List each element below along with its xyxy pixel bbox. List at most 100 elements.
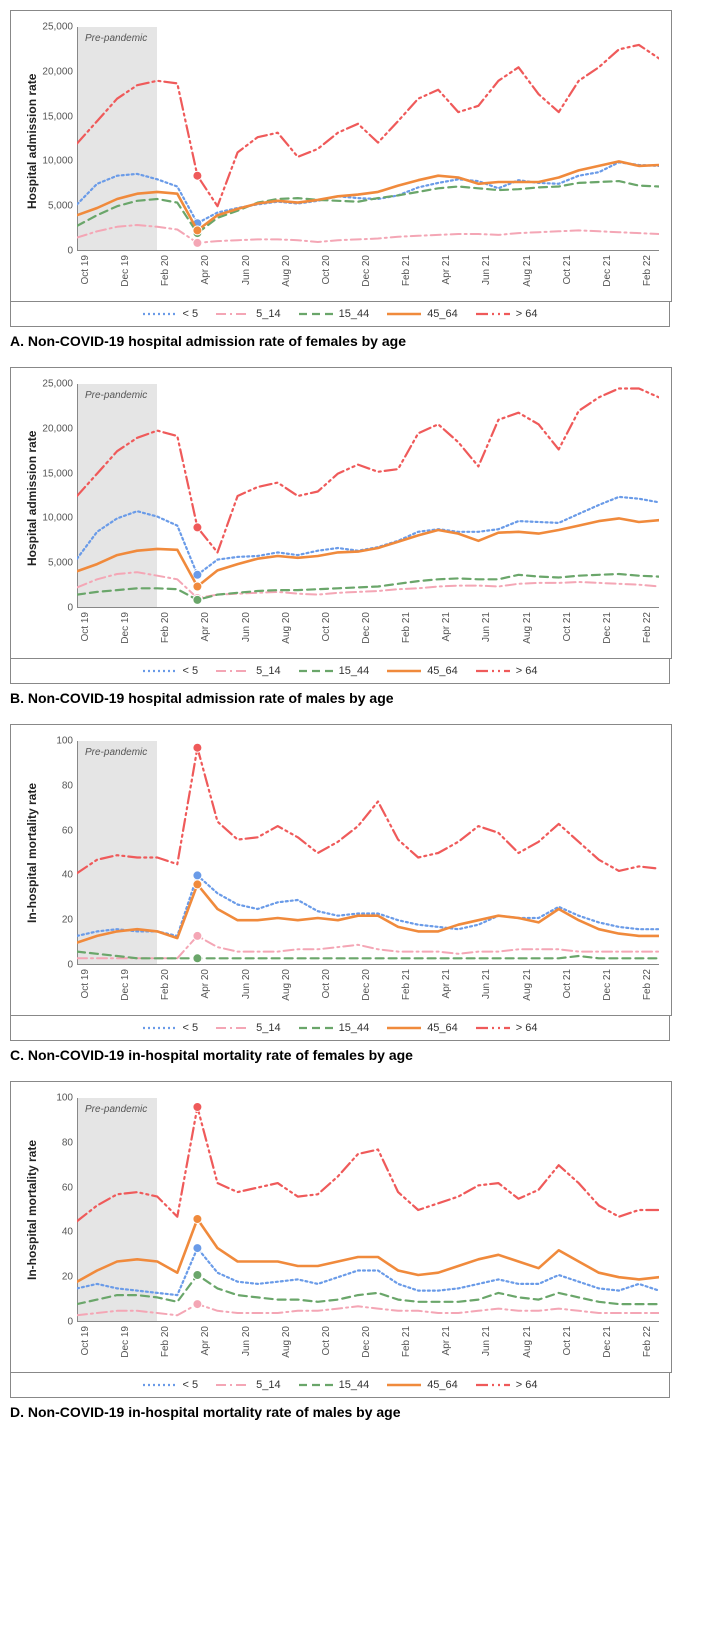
x-tick-label: Oct 21 xyxy=(562,255,573,284)
chart-svg xyxy=(77,384,659,608)
legend-label: 45_64 xyxy=(427,1379,458,1391)
legend-swatch-5_14 xyxy=(216,1023,250,1033)
y-tick-label: 5,000 xyxy=(48,201,73,212)
y-tick-label: 80 xyxy=(62,1137,73,1148)
legend: < 5 5_14 15_44 45_64 > 64 xyxy=(10,1016,670,1041)
legend-label: 45_64 xyxy=(427,308,458,320)
legend-label: 45_64 xyxy=(427,665,458,677)
x-tick-label: Feb 22 xyxy=(642,612,653,643)
x-tick-label: Apr 20 xyxy=(200,1326,211,1355)
x-tick-label: Dec 21 xyxy=(602,612,613,644)
x-tick-label: Aug 21 xyxy=(522,612,533,644)
y-tick-label: 60 xyxy=(62,1182,73,1193)
y-tick-label: 80 xyxy=(62,780,73,791)
series-marker-gt64 xyxy=(193,523,202,532)
x-tick-label: Apr 21 xyxy=(441,1326,452,1355)
x-tick-label: Jun 21 xyxy=(481,255,492,285)
x-tick-label: Jun 20 xyxy=(241,612,252,642)
y-tick-label: 0 xyxy=(67,246,73,257)
legend-label: > 64 xyxy=(516,665,538,677)
x-tick-label: Apr 20 xyxy=(200,612,211,641)
legend-label: 15_44 xyxy=(339,665,370,677)
x-tick-label: Dec 21 xyxy=(602,255,613,287)
x-tick-label: Feb 20 xyxy=(160,1326,171,1357)
chart-caption: B. Non-COVID-19 hospital admission rate … xyxy=(10,690,694,706)
legend-item-gt64: > 64 xyxy=(476,665,538,677)
series-marker-15_44 xyxy=(193,954,202,963)
series-marker-5_14 xyxy=(193,931,202,940)
legend-swatch-gt64 xyxy=(476,1023,510,1033)
x-tick-label: Feb 20 xyxy=(160,255,171,286)
y-tick-label: 0 xyxy=(67,603,73,614)
plot-area: Pre-pandemic05,00010,00015,00020,00025,0… xyxy=(77,27,659,251)
x-tick-label: Oct 21 xyxy=(562,612,573,641)
series-line-lt5 xyxy=(77,875,659,936)
legend-swatch-45_64 xyxy=(387,309,421,319)
legend-swatch-lt5 xyxy=(143,309,177,319)
series-line-15_44 xyxy=(77,952,659,959)
legend-label: < 5 xyxy=(183,1022,199,1034)
x-tick-label: Dec 19 xyxy=(120,1326,131,1358)
series-line-15_44 xyxy=(77,181,659,233)
y-axis-title: In-hospital mortality rate xyxy=(25,783,39,923)
legend-label: > 64 xyxy=(516,1022,538,1034)
legend-item-lt5: < 5 xyxy=(143,665,199,677)
x-tick-label: Dec 21 xyxy=(602,1326,613,1358)
chart-svg xyxy=(77,27,659,251)
y-tick-label: 10,000 xyxy=(42,156,73,167)
x-tick-label: Aug 20 xyxy=(281,255,292,287)
y-tick-label: 40 xyxy=(62,870,73,881)
series-line-45_64 xyxy=(77,1219,659,1282)
legend-item-lt5: < 5 xyxy=(143,1379,199,1391)
legend-item-15_44: 15_44 xyxy=(299,1022,370,1034)
y-tick-label: 25,000 xyxy=(42,22,73,33)
x-tick-label: Apr 21 xyxy=(441,969,452,998)
series-line-gt64 xyxy=(77,45,659,206)
legend-item-lt5: < 5 xyxy=(143,1022,199,1034)
chart-panel-A: Hospital admission ratePre-pandemic05,00… xyxy=(10,10,694,349)
legend-label: 5_14 xyxy=(256,665,280,677)
legend-label: < 5 xyxy=(183,665,199,677)
legend-label: 45_64 xyxy=(427,1022,458,1034)
series-line-lt5 xyxy=(77,497,659,575)
x-tick-label: Oct 20 xyxy=(321,1326,332,1355)
x-tick-label: Oct 21 xyxy=(562,1326,573,1355)
legend-item-45_64: 45_64 xyxy=(387,1379,458,1391)
legend-swatch-gt64 xyxy=(476,309,510,319)
y-axis-title: Hospital admission rate xyxy=(25,431,39,566)
legend-label: < 5 xyxy=(183,308,199,320)
legend-label: 5_14 xyxy=(256,308,280,320)
x-tick-label: Aug 21 xyxy=(522,1326,533,1358)
chart-caption: D. Non-COVID-19 in-hospital mortality ra… xyxy=(10,1404,694,1420)
x-tick-label: Feb 22 xyxy=(642,1326,653,1357)
x-tick-label: Oct 20 xyxy=(321,612,332,641)
legend-label: > 64 xyxy=(516,1379,538,1391)
x-tick-label: Aug 20 xyxy=(281,612,292,644)
legend-item-5_14: 5_14 xyxy=(216,308,280,320)
x-tick-label: Feb 22 xyxy=(642,969,653,1000)
x-tick-label: Dec 20 xyxy=(361,612,372,644)
x-tick-label: Feb 20 xyxy=(160,969,171,1000)
legend-item-15_44: 15_44 xyxy=(299,308,370,320)
x-tick-label: Feb 21 xyxy=(401,612,412,643)
legend-swatch-15_44 xyxy=(299,666,333,676)
legend-item-lt5: < 5 xyxy=(143,308,199,320)
y-tick-label: 15,000 xyxy=(42,468,73,479)
legend-item-5_14: 5_14 xyxy=(216,665,280,677)
series-marker-gt64 xyxy=(193,1103,202,1112)
legend-item-gt64: > 64 xyxy=(476,1022,538,1034)
chart-box: Hospital admission ratePre-pandemic05,00… xyxy=(10,10,672,302)
y-tick-label: 0 xyxy=(67,1317,73,1328)
y-tick-label: 20 xyxy=(62,915,73,926)
chart-panel-D: In-hospital mortality ratePre-pandemic02… xyxy=(10,1081,694,1420)
series-marker-gt64 xyxy=(193,743,202,752)
legend-swatch-45_64 xyxy=(387,1023,421,1033)
x-tick-label: Aug 20 xyxy=(281,1326,292,1358)
plot-area: Pre-pandemic020406080100Oct 19Dec 19Feb … xyxy=(77,1098,659,1322)
x-tick-label: Dec 20 xyxy=(361,1326,372,1358)
chart-caption: C. Non-COVID-19 in-hospital mortality ra… xyxy=(10,1047,694,1063)
x-tick-label: Feb 21 xyxy=(401,969,412,1000)
legend-item-5_14: 5_14 xyxy=(216,1379,280,1391)
y-tick-label: 0 xyxy=(67,960,73,971)
legend-label: 5_14 xyxy=(256,1022,280,1034)
